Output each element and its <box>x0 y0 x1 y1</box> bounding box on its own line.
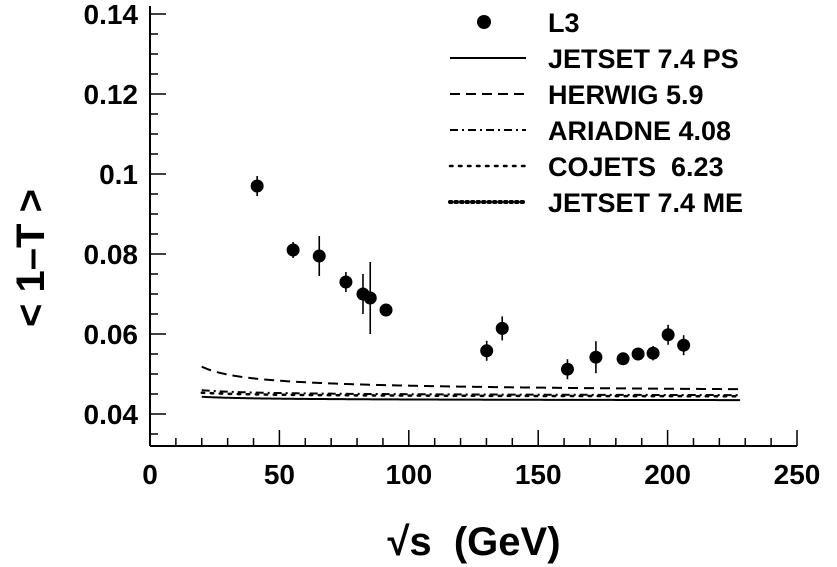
y-tick-label: 0.04 <box>84 399 139 430</box>
x-tick-label: 100 <box>385 459 432 490</box>
data-point <box>560 362 574 376</box>
y-axis-title: < 1–T > <box>9 189 53 327</box>
mc-curves <box>200 365 742 402</box>
y-tick-label: 0.08 <box>84 239 139 270</box>
curve-herwig-5-9 <box>201 365 741 391</box>
data-point <box>339 275 353 289</box>
data-point <box>480 344 494 358</box>
data-point <box>589 350 603 364</box>
legend-label: JETSET 7.4 ME <box>548 188 743 218</box>
legend-label: JETSET 7.4 PS <box>548 44 739 74</box>
data-point <box>495 321 509 335</box>
data-point <box>286 243 300 257</box>
y-tick-label: 0.1 <box>99 159 138 190</box>
data-point <box>363 291 377 305</box>
axes <box>149 6 797 447</box>
data-point <box>616 352 630 366</box>
x-tick-label: 250 <box>774 459 821 490</box>
x-axis-title: √s (GeV) <box>387 520 560 564</box>
y-tick-label: 0.12 <box>84 79 139 110</box>
l3-data-points <box>250 176 691 380</box>
data-point <box>379 303 393 317</box>
legend-label: COJETS 6.23 <box>548 152 724 182</box>
curve-jetset-7-4-ps <box>201 395 741 402</box>
ticks: 0 50 100 150 200 250 0.04 0.06 0.08 0.1 0.12 0.14 <box>84 0 821 490</box>
data-point <box>631 347 645 361</box>
x-tick-label: 50 <box>264 459 295 490</box>
x-tick-label: 200 <box>644 459 691 490</box>
data-point <box>677 338 691 352</box>
legend-label: L3 <box>548 8 580 38</box>
data-point <box>646 346 660 360</box>
data-point <box>312 249 326 263</box>
legend: L3 JETSET 7.4 PS HERWIG 5.9 ARIADNE 4.08 COJ… <box>448 8 743 218</box>
legend-label: HERWIG 5.9 <box>548 80 704 110</box>
curve-cojets-6-23 <box>200 391 742 398</box>
data-point <box>661 328 675 342</box>
legend-marker-l3 <box>477 15 491 29</box>
y-tick-label: 0.06 <box>84 319 139 350</box>
data-point <box>250 179 264 193</box>
x-tick-label: 150 <box>515 459 562 490</box>
x-tick-label: 0 <box>142 459 158 490</box>
legend-label: ARIADNE 4.08 <box>548 116 731 146</box>
y-tick-label: 0.14 <box>84 0 139 30</box>
